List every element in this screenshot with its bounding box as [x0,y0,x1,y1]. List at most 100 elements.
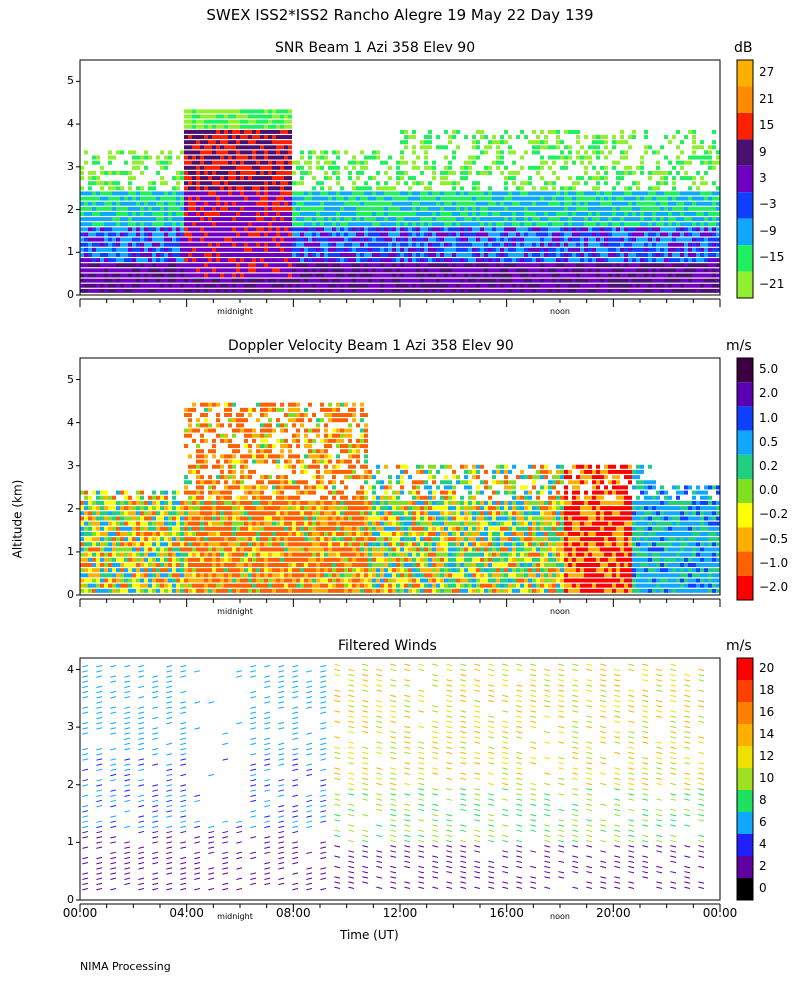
snr-cell [268,268,272,273]
velocity-cell [104,490,108,495]
velocity-cell [196,454,200,459]
snr-cell [600,268,604,273]
snr-cell [344,232,348,237]
snr-cell [268,129,272,134]
snr-cell [580,288,584,293]
snr-cell [464,288,468,293]
snr-cell [676,201,680,206]
velocity-cell [180,562,184,567]
snr-cell [348,278,352,283]
snr-cell [356,201,360,206]
snr-cell [184,211,188,216]
velocity-cell [184,433,188,438]
snr-cell [552,170,556,175]
snr-cell [280,176,284,181]
snr-cell [396,237,400,242]
snr-cell [636,258,640,263]
snr-cell [332,165,336,170]
snr-cell [644,273,648,278]
snr-cell [296,278,300,283]
snr-cell [108,191,112,196]
velocity-cell [216,495,220,500]
snr-cell [280,201,284,206]
snr-cell [664,242,668,247]
snr-cell [556,288,560,293]
snr-cell [620,140,624,145]
velocity-cell [136,583,140,588]
snr-cell [500,191,504,196]
snr-cell [536,206,540,211]
snr-cell [240,247,244,252]
snr-cell [592,176,596,181]
snr-cell [708,242,712,247]
snr-cell [368,227,372,232]
snr-cell [296,196,300,201]
snr-cell [576,140,580,145]
snr-cell [220,170,224,175]
snr-cell [88,222,92,227]
snr-cell [196,237,200,242]
velocity-cell [184,407,188,412]
snr-cell [612,247,616,252]
snr-cell [364,201,368,206]
snr-cell [644,211,648,216]
snr-cell [616,191,620,196]
snr-cell [584,165,588,170]
snr-cell [156,217,160,222]
snr-cell [160,232,164,237]
snr-cell [316,278,320,283]
snr-cell [440,211,444,216]
snr-cell [668,217,672,222]
snr-cell [220,227,224,232]
snr-cell [536,150,540,155]
snr-cell [552,247,556,252]
snr-cell [564,273,568,278]
snr-cell [588,211,592,216]
snr-cell [484,191,488,196]
snr-cell [548,165,552,170]
snr-cell [88,186,92,191]
snr-cell [192,258,196,263]
snr-cell [248,150,252,155]
snr-cell [680,237,684,242]
snr-cell [408,288,412,293]
velocity-cell [120,552,124,557]
snr-cell [588,258,592,263]
snr-cell [388,196,392,201]
snr-cell [196,283,200,288]
snr-cell [420,145,424,150]
snr-cell [676,283,680,288]
snr-cell [692,222,696,227]
snr-cell [568,247,572,252]
velocity-cell [148,516,152,521]
velocity-cell [204,402,208,407]
snr-cell [256,150,260,155]
snr-cell [624,232,628,237]
snr-cell [512,160,516,165]
velocity-cell [140,526,144,531]
snr-cell [648,242,652,247]
snr-cell [620,288,624,293]
snr-cell [632,268,636,273]
velocity-cell [92,511,96,516]
snr-cell [372,278,376,283]
snr-cell [640,232,644,237]
snr-cell [568,191,572,196]
snr-cell [380,217,384,222]
snr-cell [500,242,504,247]
snr-cell [364,252,368,257]
snr-cell [264,263,268,268]
snr-cell [352,278,356,283]
snr-cell [272,283,276,288]
snr-cell [564,288,568,293]
snr-cell [280,186,284,191]
snr-cell [580,206,584,211]
snr-cell [240,135,244,140]
snr-cell [232,170,236,175]
snr-cell [504,201,508,206]
snr-cell [600,227,604,232]
snr-cell [368,237,372,242]
snr-cell [288,227,292,232]
snr-cell [464,268,468,273]
snr-cell [372,191,376,196]
